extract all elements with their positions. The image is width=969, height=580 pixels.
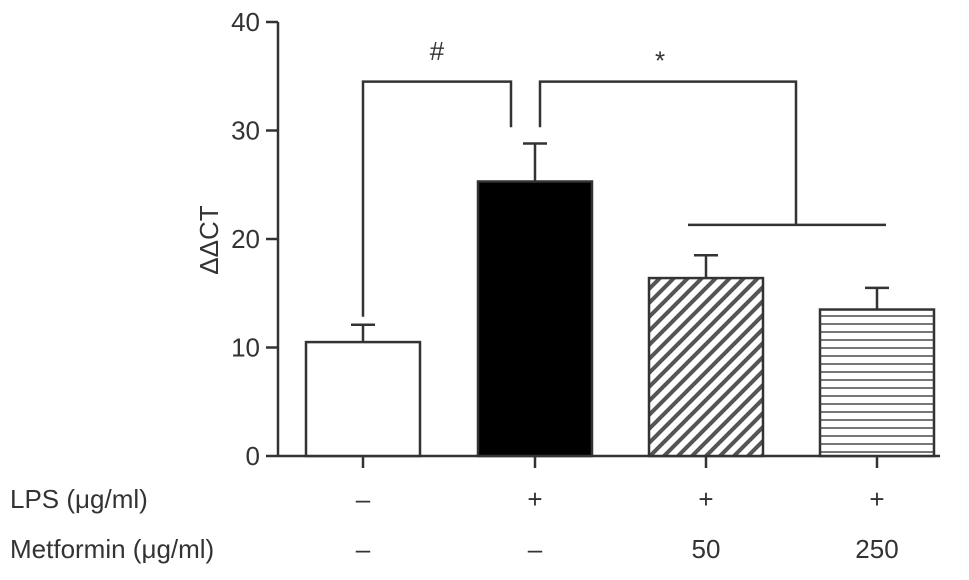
metformin-value: 50 — [692, 534, 721, 564]
metformin-value: – — [528, 534, 543, 564]
lps-row-label: LPS (μg/ml) — [10, 484, 148, 514]
y-tick-label: 40 — [231, 7, 260, 37]
metformin-row-label: Metformin (μg/ml) — [10, 534, 214, 564]
significance-hash: # — [430, 36, 445, 66]
y-tick-label: 20 — [231, 224, 260, 254]
bracket-lps-vs-metformin — [538, 80, 798, 225]
metformin-value: 250 — [855, 534, 898, 564]
lps-value: – — [356, 484, 371, 514]
bar — [304, 340, 422, 458]
y-tick-label: 0 — [246, 441, 260, 471]
y-tick-label: 30 — [231, 116, 260, 146]
bracket-control-vs-lps — [361, 80, 513, 317]
lps-value: + — [527, 484, 542, 514]
metformin-value: – — [356, 534, 371, 564]
bar — [818, 308, 936, 458]
significance-star: * — [655, 46, 665, 76]
lps-value: + — [698, 484, 713, 514]
bar — [647, 276, 765, 458]
significance-brackets: # * — [361, 36, 886, 317]
condition-labels: LPS (μg/ml) Metformin (μg/ml) – – + – +50 +250 — [10, 484, 899, 564]
bar — [476, 180, 594, 458]
y-axis-label: ΔΔCT — [194, 205, 224, 275]
lps-value: + — [869, 484, 884, 514]
y-tick-label: 10 — [231, 333, 260, 363]
bars — [304, 142, 936, 458]
